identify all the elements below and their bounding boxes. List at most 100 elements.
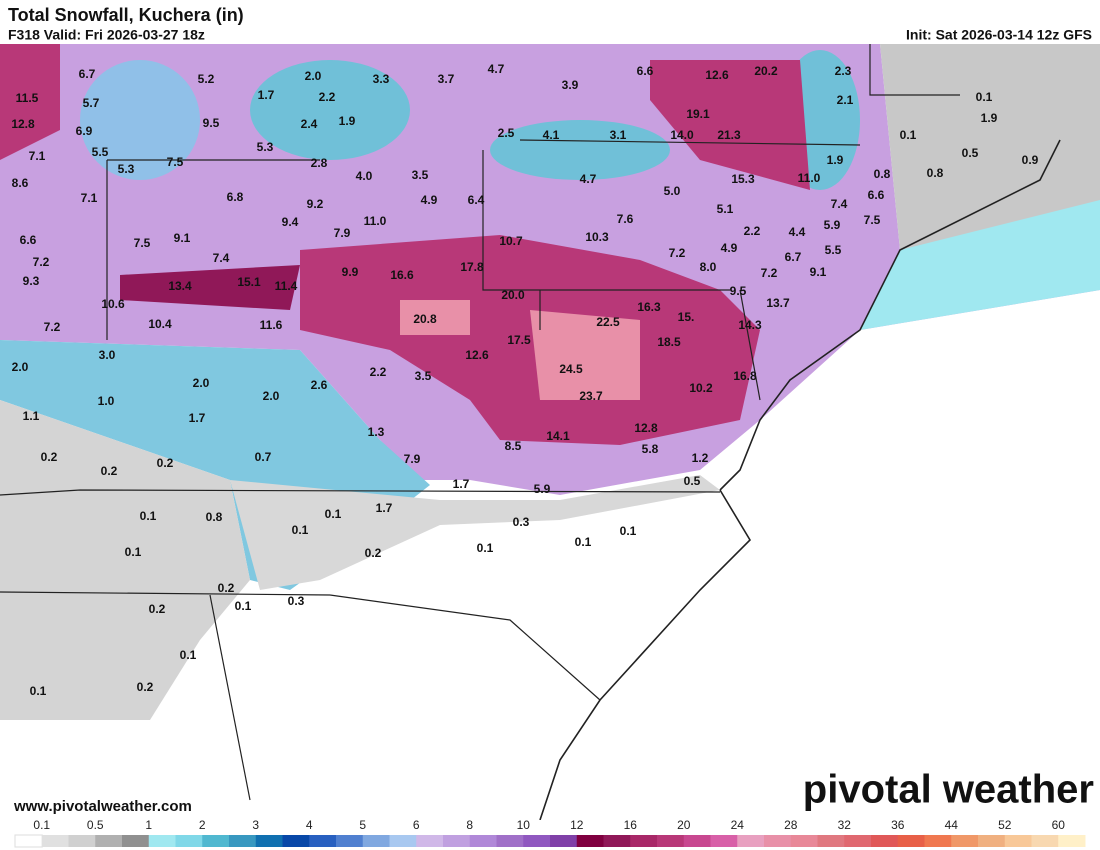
colorbar-label: 32	[838, 818, 852, 832]
colorbar-label: 28	[784, 818, 798, 832]
value-label: 12.8	[634, 421, 658, 435]
value-label: 4.9	[721, 241, 738, 255]
value-label: 14.3	[738, 318, 762, 332]
snow-area	[490, 120, 670, 180]
value-label: 2.3	[835, 64, 852, 78]
value-label: 10.3	[585, 230, 609, 244]
snow-area	[80, 60, 200, 180]
colorbar-cell	[309, 835, 337, 847]
value-label: 3.1	[610, 128, 627, 142]
value-label: 8.0	[700, 260, 717, 274]
value-label: 2.0	[193, 376, 210, 390]
value-label: 10.4	[148, 317, 172, 331]
colorbar-cell	[603, 835, 631, 847]
colorbar-label: 60	[1052, 818, 1066, 832]
value-label: 6.6	[20, 233, 37, 247]
value-label: 11.5	[16, 91, 39, 105]
value-label: 23.7	[579, 389, 603, 403]
value-label: 7.5	[167, 155, 184, 169]
value-label: 5.5	[92, 145, 109, 159]
value-label: 11.4	[275, 279, 298, 293]
value-label: 2.0	[12, 360, 29, 374]
value-label: 13.7	[766, 296, 790, 310]
value-label: 7.5	[864, 213, 881, 227]
value-label: 2.5	[498, 126, 515, 140]
value-label: 0.3	[513, 515, 530, 529]
colorbar-label: 0.1	[33, 818, 50, 832]
value-label: 9.5	[203, 116, 220, 130]
value-label: 6.6	[868, 188, 885, 202]
value-label: 0.1	[292, 523, 309, 537]
colorbar-cell	[122, 835, 150, 847]
value-label: 1.2	[692, 451, 709, 465]
colorbar-cell	[496, 835, 524, 847]
value-label: 3.9	[562, 78, 579, 92]
snow-area	[860, 200, 1100, 330]
value-label: 3.7	[438, 72, 455, 86]
title: Total Snowfall, Kuchera (in)	[8, 5, 244, 25]
value-label: 9.1	[174, 231, 191, 245]
value-label: 20.0	[501, 288, 525, 302]
value-label: 6.6	[637, 64, 654, 78]
snow-area	[300, 235, 760, 445]
snow-area	[230, 475, 720, 590]
value-label: 20.2	[754, 64, 778, 78]
value-label: 4.7	[580, 172, 597, 186]
value-label: 2.6	[311, 378, 328, 392]
value-label: 3.5	[415, 369, 432, 383]
value-label: 13.4	[168, 279, 192, 293]
value-label: 24.5	[559, 362, 583, 376]
value-label: 7.2	[669, 246, 686, 260]
colorbar-cell	[416, 835, 444, 847]
value-label: 1.7	[376, 501, 393, 515]
colorbar-label: 12	[570, 818, 584, 832]
value-label: 2.1	[837, 93, 854, 107]
value-label: 6.4	[468, 193, 485, 207]
colorbar-cell	[657, 835, 685, 847]
value-label: 4.9	[421, 193, 438, 207]
colorbar-cell	[95, 835, 123, 847]
value-label: 0.2	[157, 456, 174, 470]
colorbar-cell	[951, 835, 979, 847]
colorbar-cell	[14, 834, 43, 848]
snow-area	[650, 60, 810, 190]
value-label: 0.5	[684, 474, 701, 488]
value-label: 10.6	[101, 297, 125, 311]
colorbar-cell	[336, 835, 364, 847]
value-label: 9.2	[307, 197, 324, 211]
value-label: 12.6	[465, 348, 489, 362]
value-labels: 6.7 5.2 2.0 3.3 3.7 4.7 6.6 12.6 20.2 2.…	[11, 62, 1038, 698]
value-label: 2.0	[263, 389, 280, 403]
colorbar-cell	[817, 835, 845, 847]
value-label: 4.7	[488, 62, 505, 76]
value-label: 5.3	[118, 162, 135, 176]
value-label: 22.5	[596, 315, 620, 329]
value-label: 18.5	[657, 335, 681, 349]
value-label: 19.1	[686, 107, 710, 121]
value-label: 0.1	[900, 128, 917, 142]
colorbar-label: 5	[359, 818, 366, 832]
snow-area	[0, 44, 60, 160]
value-label: 15.3	[731, 172, 755, 186]
value-label: 5.2	[198, 72, 215, 86]
value-label: 16.8	[733, 369, 757, 383]
colorbar-cell	[469, 835, 497, 847]
value-label: 9.4	[282, 215, 299, 229]
colorbar-cell	[41, 835, 69, 847]
value-label: 20.8	[413, 312, 437, 326]
snow-area	[530, 310, 640, 400]
colorbar-cell	[202, 835, 230, 847]
colorbar-cell	[710, 835, 738, 847]
value-label: 5.7	[83, 96, 100, 110]
colorbar-cell	[1004, 835, 1032, 847]
value-label: 3.0	[99, 348, 116, 362]
colorbar-cell	[389, 835, 417, 847]
colorbar-cell	[148, 835, 176, 847]
value-label: 1.7	[453, 477, 470, 491]
value-label: 14.1	[546, 429, 570, 443]
value-label: 9.1	[810, 265, 827, 279]
colorbar-label: 52	[998, 818, 1012, 832]
value-label: 1.9	[339, 114, 356, 128]
snow-area	[120, 265, 300, 310]
